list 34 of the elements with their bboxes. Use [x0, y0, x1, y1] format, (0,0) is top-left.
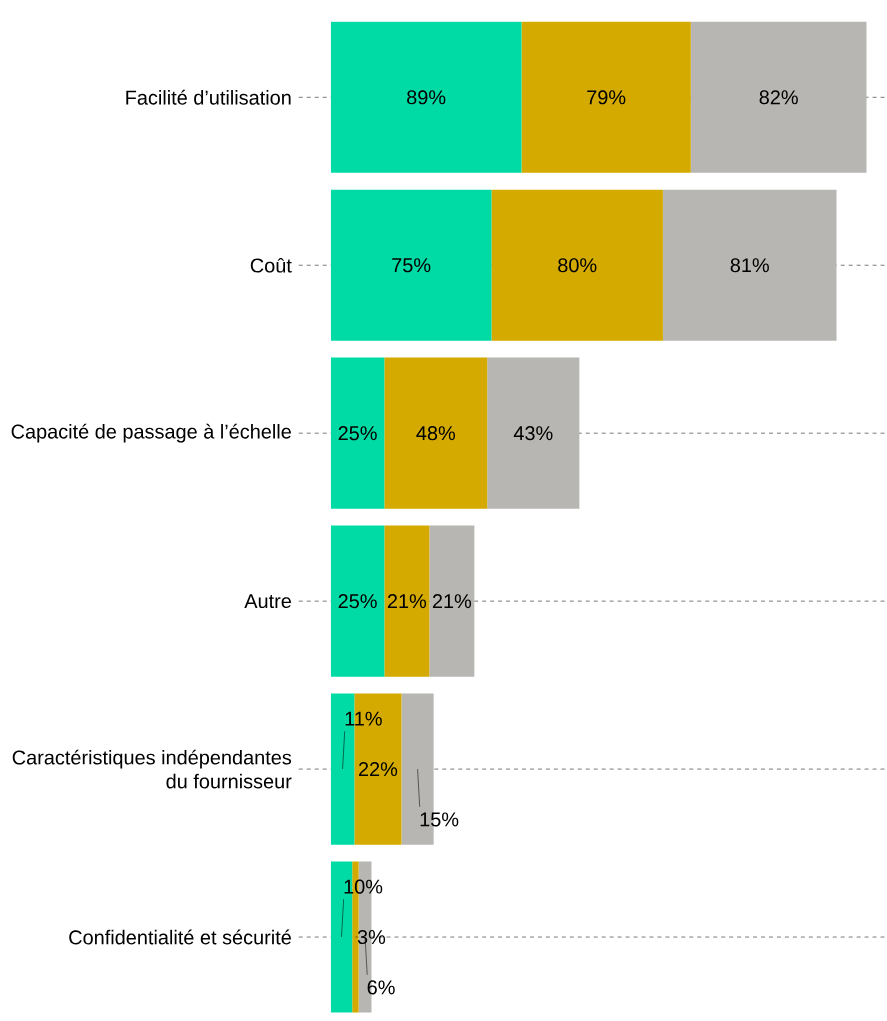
bar — [330, 357, 385, 509]
data-label: 81% — [730, 258, 770, 273]
data-label: 82% — [759, 90, 799, 105]
data-label: 25% — [338, 426, 377, 441]
bar — [330, 21, 522, 173]
data-label: 3% — [357, 929, 386, 945]
data-label: 15% — [420, 812, 459, 827]
data-label: 43% — [514, 426, 553, 441]
bar — [429, 525, 475, 677]
bar — [691, 21, 867, 173]
bar — [491, 189, 664, 341]
data-label: 21% — [388, 594, 427, 609]
data-label: 79% — [587, 90, 626, 105]
bar — [663, 189, 837, 341]
y-tick-label: Coût — [251, 257, 292, 273]
data-label: 48% — [416, 426, 456, 441]
data-label: 6% — [367, 980, 395, 995]
bar — [330, 525, 385, 677]
data-label: 75% — [392, 258, 431, 273]
y-tick-label: Facilité d’utilisation — [126, 89, 291, 105]
data-label: 80% — [558, 258, 597, 273]
bar — [521, 21, 691, 173]
y-tick-label: Confidentialité et sécurité — [69, 929, 292, 945]
y-tick-label: Caractéristiques indépendantes du fournisseur — [12, 749, 292, 789]
data-label: 21% — [433, 594, 472, 609]
bar — [487, 357, 580, 509]
bar — [384, 525, 430, 677]
data-label: 89% — [407, 90, 446, 105]
y-tick-label: Capacité de passage à l’échelle — [11, 423, 292, 443]
data-label: 22% — [359, 762, 398, 777]
data-label: 25% — [338, 594, 377, 609]
bar — [330, 189, 492, 341]
bar — [384, 357, 488, 509]
y-tick-label: Autre — [244, 594, 292, 609]
